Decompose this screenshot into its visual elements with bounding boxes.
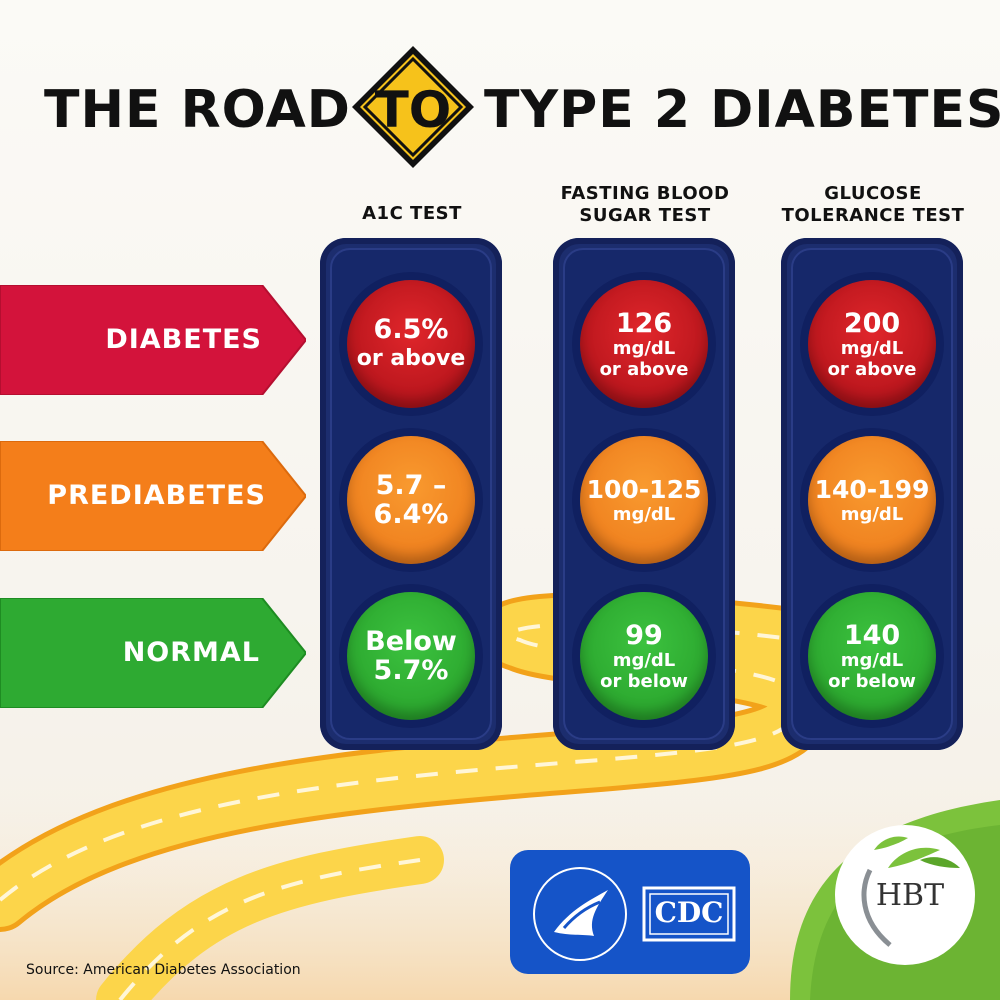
source-note: Source: American Diabetes Association: [26, 962, 301, 978]
lamp-unit: mg/dL: [612, 337, 676, 359]
lamp-unit: mg/dL: [840, 649, 904, 671]
arrow-normal: [0, 598, 306, 708]
lamp-value: 6.5%: [373, 314, 449, 345]
arrow-diabetes: [0, 285, 306, 395]
traffic-light-fasting: 126 mg/dL or above 100-125 mg/dL 99 mg/d…: [553, 238, 735, 750]
lamp-value: Below: [365, 626, 457, 657]
lamp-sub: or above: [827, 358, 917, 380]
traffic-light-glucose: 200 mg/dL or above 140-199 mg/dL 140 mg/…: [781, 238, 963, 750]
lamp-unit: mg/dL: [840, 337, 904, 359]
lamp-prediabetes: 5.7 – 6.4%: [347, 436, 475, 564]
lamp-unit: mg/dL: [612, 504, 676, 525]
lamp-normal: Below 5.7%: [347, 592, 475, 720]
header-fasting: FASTING BLOOD SUGAR TEST: [540, 183, 750, 227]
lamp-diabetes: 6.5% or above: [347, 280, 475, 408]
lamp-unit: mg/dL: [840, 504, 904, 525]
header-line: GLUCOSE: [824, 183, 922, 204]
lamp-diabetes: 126 mg/dL or above: [580, 280, 708, 408]
cdc-logo-text: CDC: [654, 896, 724, 929]
arrow-prediabetes: [0, 441, 306, 551]
lamp-prediabetes: 100-125 mg/dL: [580, 436, 708, 564]
title: THE ROAD TO TYPE 2 DIABETES: [0, 46, 1000, 168]
lamp-sub: 5.7%: [373, 655, 449, 686]
road-sign-icon: [352, 46, 474, 168]
lamp-sub: or below: [600, 670, 688, 692]
lamp-value: 5.7 –: [375, 470, 447, 501]
lamp-prediabetes: 140-199 mg/dL: [808, 436, 936, 564]
header-line: SUGAR TEST: [579, 205, 711, 226]
title-sign-text: TO: [374, 81, 452, 139]
lamp-sub: or above: [356, 346, 466, 371]
label-normal: NORMAL: [122, 637, 260, 668]
lamp-unit: mg/dL: [612, 649, 676, 671]
lamp-sub: or above: [599, 358, 689, 380]
title-before: THE ROAD: [44, 80, 351, 140]
header-line: A1C TEST: [362, 203, 462, 224]
header-a1c: A1C TEST: [322, 203, 502, 225]
lamp-value: 200: [843, 307, 901, 339]
lamp-value: 140-199: [814, 475, 930, 504]
lamp-normal: 99 mg/dL or below: [580, 592, 708, 720]
traffic-light-a1c: 6.5% or above 5.7 – 6.4% Below 5.7%: [320, 238, 502, 750]
hbt-leaf-icon: [835, 825, 975, 965]
lamp-diabetes: 200 mg/dL or above: [808, 280, 936, 408]
lamp-normal: 140 mg/dL or below: [808, 592, 936, 720]
hhs-cdc-logo: CDC: [510, 850, 750, 974]
lamp-value: 140: [843, 619, 901, 651]
hhs-eagle-icon: [533, 867, 736, 961]
title-after: TYPE 2 DIABETES: [484, 80, 1000, 140]
label-diabetes: DIABETES: [105, 324, 262, 355]
lamp-value: 126: [615, 307, 673, 339]
hbt-logo-text: HBT: [875, 878, 945, 913]
hbt-logo: HBT: [830, 820, 980, 970]
header-line: FASTING BLOOD: [560, 183, 730, 204]
header-glucose: GLUCOSE TOLERANCE TEST: [778, 183, 968, 227]
lamp-value: 99: [625, 619, 663, 651]
label-prediabetes: PREDIABETES: [47, 480, 266, 511]
header-line: TOLERANCE TEST: [781, 205, 965, 226]
lamp-sub: or below: [828, 670, 916, 692]
lamp-value: 100-125: [586, 475, 702, 504]
lamp-sub: 6.4%: [373, 499, 449, 530]
